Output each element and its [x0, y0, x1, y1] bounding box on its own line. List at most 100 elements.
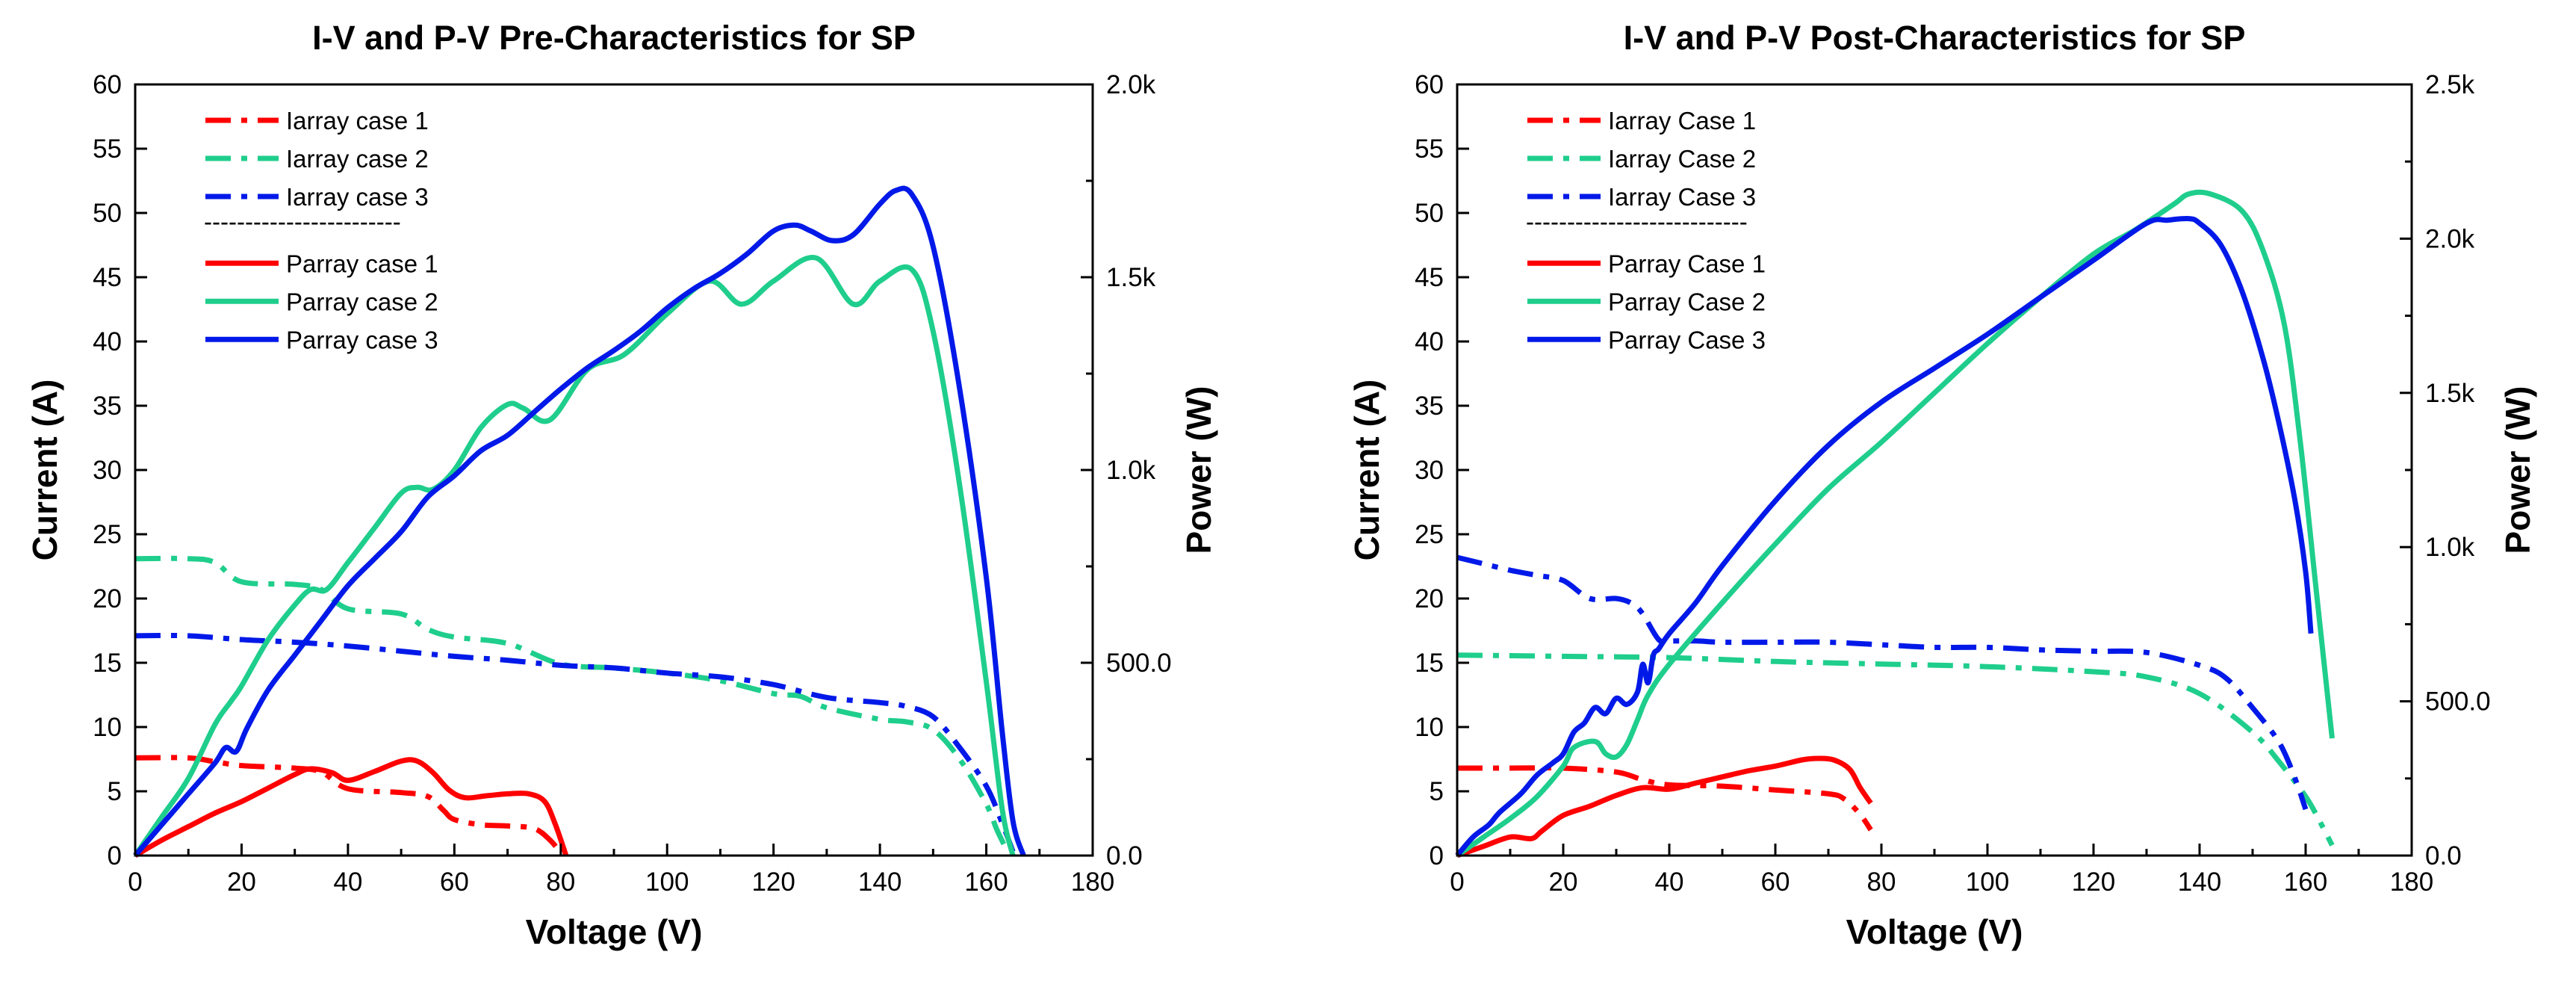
y2-tick-label: 500.0 [1106, 649, 1172, 678]
legend-label: Parray Case 2 [1608, 288, 1766, 315]
x-tick-label: 20 [227, 868, 256, 897]
y-axis-right: 0.0 500.0 1.0k 1.5k 2.0k [1081, 70, 1172, 870]
x-tick-label: 160 [964, 868, 1008, 897]
y2-tick-label: 2.0k [1106, 70, 1156, 99]
legend: Iarray Case 1 Iarray Case 2 Iarray Case 3-… [1526, 107, 1766, 353]
y-tick-label: 30 [93, 456, 122, 485]
y-axis-label: Current (A) [25, 380, 64, 561]
y-tick-label: 35 [93, 392, 122, 421]
y-axis-label: Current (A) [1347, 380, 1386, 561]
y-tick-label: 15 [1415, 649, 1444, 678]
y-tick-label: 15 [93, 649, 122, 678]
series-line-iarray-case-3 [134, 633, 1016, 853]
y-tick-label: 10 [93, 713, 122, 742]
y2-tick-label: 1.5k [1106, 263, 1156, 292]
legend-label: Parray Case 3 [1608, 326, 1766, 353]
chart-panel-2: I-V and P-V Post-Characteristics for SP 0… [1347, 19, 2537, 951]
series-line-parray-case-2 [133, 255, 1016, 857]
y2-tick-label: 1.0k [1106, 456, 1156, 485]
y2-tick-label: 500.0 [2425, 687, 2491, 717]
plot-frame [134, 83, 1094, 857]
x-tick-label: 140 [858, 868, 901, 897]
y-axis-left: 0 5 10 15 20 25 30 35 40 45 50 55 60 [93, 70, 147, 870]
series-line-parray-case-1 [134, 757, 569, 859]
y2-tick-label: 1.5k [2425, 379, 2475, 408]
x-tick-label: 60 [1761, 868, 1790, 897]
y-tick-label: 25 [93, 520, 122, 549]
y-axis-left: 0 5 10 15 20 25 30 35 40 45 50 55 60 [1415, 70, 1469, 870]
y-tick-label: 35 [1415, 392, 1444, 421]
x-tick-label: 20 [1549, 868, 1578, 897]
y-tick-label: 50 [1415, 199, 1444, 228]
legend-label: Parray case 2 [286, 288, 438, 315]
y-tick-label: 25 [1415, 520, 1444, 549]
y-tick-label: 20 [93, 584, 122, 613]
series-group [133, 185, 1026, 859]
x-tick-label: 0 [1450, 868, 1464, 897]
series-line-iarray-case-1 [1456, 765, 1873, 832]
y2-tick-label: 0.0 [2425, 841, 2462, 870]
y2-axis-label: Power (W) [1179, 386, 1218, 554]
y-tick-label: 20 [1415, 584, 1444, 613]
x-axis: 0 20 40 60 80 100 120 140 160 180 [1450, 844, 2433, 897]
legend-label: Iarray Case 1 [1608, 107, 1756, 134]
x-tick-label: 40 [333, 868, 362, 897]
x-tick-label: 40 [1655, 868, 1684, 897]
legend-label: Iarray case 2 [286, 145, 429, 173]
y-tick-label: 0 [108, 841, 122, 870]
legend-label: Iarray case 3 [286, 183, 429, 211]
y2-tick-label: 2.0k [2425, 224, 2475, 253]
y-tick-label: 5 [108, 777, 122, 806]
legend-label: Iarray case 1 [286, 107, 429, 134]
x-tick-label: 100 [645, 868, 689, 897]
y2-tick-label: 0.0 [1106, 841, 1143, 870]
y-tick-label: 0 [1430, 841, 1444, 870]
series-group [1455, 189, 2335, 859]
y-tick-label: 5 [1430, 777, 1444, 806]
x-tick-label: 80 [546, 868, 575, 897]
x-tick-label: 180 [1071, 868, 1114, 897]
legend-label: Parray case 3 [286, 326, 438, 353]
series-line-parray-case-2 [1456, 189, 2335, 858]
x-tick-label: 80 [1867, 868, 1896, 897]
x-tick-label: 120 [2072, 868, 2115, 897]
y-tick-label: 40 [1415, 327, 1444, 356]
y2-tick-label: 2.5k [2425, 70, 2475, 99]
y-tick-label: 55 [1415, 134, 1444, 164]
x-tick-label: 100 [1966, 868, 2009, 897]
series-line-parray-case-3 [133, 185, 1026, 858]
legend: Iarray case 1 Iarray case 2 Iarray case 3-… [204, 107, 438, 353]
y-tick-label: 30 [1415, 456, 1444, 485]
x-axis: 0 20 40 60 80 100 120 140 160 180 [128, 844, 1114, 897]
series-line-iarray-case-3 [1456, 554, 2309, 811]
series-line-iarray-case-1 [134, 755, 563, 855]
y2-tick-label: 1.0k [2425, 533, 2475, 562]
y-tick-label: 10 [1415, 713, 1444, 742]
x-tick-label: 60 [440, 868, 469, 897]
x-tick-label: 120 [751, 868, 795, 897]
y2-axis-label: Power (W) [2498, 386, 2537, 554]
x-tick-label: 160 [2284, 868, 2327, 897]
series-line-parray-case-1 [1456, 755, 1873, 859]
y-tick-label: 45 [93, 263, 122, 292]
legend-label: Parray Case 1 [1608, 250, 1766, 277]
y-tick-label: 55 [93, 134, 122, 164]
chart-title: I-V and P-V Post-Characteristics for SP [1624, 19, 2246, 57]
y-axis-right: 0.0 500.0 1.0k 1.5k 2.0k 2.5k [2400, 70, 2491, 870]
y-tick-label: 60 [1415, 70, 1444, 99]
legend-label: Parray case 1 [286, 250, 438, 277]
y-tick-label: 60 [93, 70, 122, 99]
y-tick-label: 50 [93, 199, 122, 228]
x-axis-label: Voltage (V) [526, 912, 703, 951]
x-tick-label: 0 [128, 868, 142, 897]
chart-title: I-V and P-V Pre-Characteristics for SP [312, 19, 916, 57]
legend-separator: --------------------------- [1526, 208, 1748, 235]
plot-frame [1456, 83, 2413, 857]
legend-label: Iarray Case 3 [1608, 183, 1756, 211]
x-tick-label: 180 [2390, 868, 2433, 897]
x-axis-label: Voltage (V) [1846, 912, 2023, 951]
x-tick-label: 140 [2178, 868, 2221, 897]
legend-separator: ------------------------ [204, 208, 401, 235]
